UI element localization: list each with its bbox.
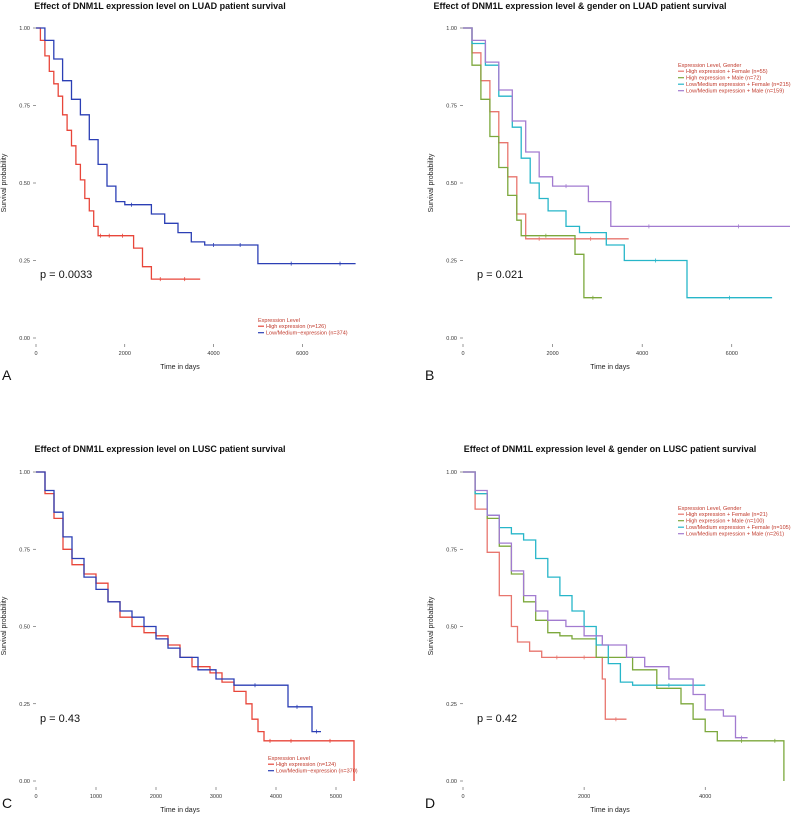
plot-area: 0.00 0.25 0.50 0.75 1.00 0 2000 4000 6000 — [19, 26, 356, 357]
panel-label: C — [2, 795, 12, 811]
y-tick-label: 1.00 — [19, 26, 30, 32]
panel-b: Effect of DNM1L expression level & gende… — [425, 1, 791, 383]
panel-title: Effect of DNM1L expression level on LUAD… — [34, 1, 285, 11]
y-tick-label: 0.50 — [19, 625, 30, 631]
p-value: p = 0.021 — [477, 269, 523, 281]
legend-entry: High expression + Male (n=72) — [686, 76, 761, 82]
y-tick-label: 0.25 — [446, 702, 457, 708]
p-value: p = 0.43 — [40, 713, 80, 725]
panel-d: Effect of DNM1L expression level & gende… — [425, 444, 791, 814]
p-value: p = 0.42 — [477, 713, 517, 725]
p-value: p = 0.0033 — [40, 269, 92, 281]
y-tick-label: 0.25 — [19, 702, 30, 708]
panel-label: D — [425, 795, 435, 811]
legend-entry: Low/Medium−expression (n=370) — [276, 769, 358, 775]
survival-curve — [36, 27, 201, 280]
x-tick-label: 3000 — [210, 794, 222, 800]
panel-title: Effect of DNM1L expression level & gende… — [464, 444, 756, 454]
x-tick-label: 2000 — [150, 794, 162, 800]
y-tick-label: 0.75 — [19, 104, 30, 110]
survival-curve — [463, 27, 773, 299]
y-tick-label: 0.50 — [446, 625, 457, 631]
legend: High expression (n=124)Low/Medium−expres… — [268, 762, 358, 775]
y-tick-label: 0.75 — [446, 104, 457, 110]
y-axis-label: Survival probability — [1, 596, 8, 655]
legend-entry: High expression + Female (n=21) — [686, 512, 768, 518]
x-axis-label: Time in days — [590, 807, 630, 814]
panel-label: A — [2, 367, 12, 383]
y-tick-label: 0.00 — [446, 779, 457, 785]
legend-title: Expression Level — [268, 756, 310, 762]
y-tick-label: 0.75 — [19, 547, 30, 553]
plot-area: 0.00 0.25 0.50 0.75 1.00 0 2000 4000 6000 — [446, 26, 790, 357]
legend: High expression (n=126)Low/Medium−expres… — [258, 324, 348, 337]
x-tick-label: 0 — [34, 351, 37, 357]
legend-entry: Low/Medium expression + Male (n=261) — [686, 532, 784, 538]
plot-area: 0.00 0.25 0.50 0.75 1.00 0 2000 4000 — [446, 470, 785, 800]
x-axis-label: Time in days — [590, 364, 630, 371]
x-tick-label: 2000 — [578, 794, 590, 800]
legend-entry: High expression (n=124) — [276, 762, 336, 768]
panel-title: Effect of DNM1L expression level & gende… — [434, 1, 727, 11]
y-tick-label: 1.00 — [19, 470, 30, 476]
survival-curve — [36, 471, 355, 781]
panel-label: B — [425, 367, 434, 383]
survival-curve — [463, 27, 629, 240]
y-tick-label: 0.50 — [19, 181, 30, 187]
legend: High expression + Female (n=55)High expr… — [678, 69, 791, 95]
survival-curve — [36, 471, 321, 733]
legend-title: Expression Level, Gender — [678, 63, 741, 69]
x-axis-label: Time in days — [160, 807, 200, 814]
survival-curve — [36, 27, 356, 265]
legend-entry: Low/Medium expression + Female (n=105) — [686, 525, 791, 531]
y-axis-label: Survival probability — [428, 153, 435, 212]
y-tick-label: 0.00 — [446, 336, 457, 342]
legend-entry: High expression + Female (n=55) — [686, 69, 768, 75]
y-tick-label: 0.50 — [446, 181, 457, 187]
y-tick-label: 0.00 — [19, 779, 30, 785]
x-tick-label: 4000 — [270, 794, 282, 800]
x-tick-label: 6000 — [296, 351, 308, 357]
legend: High expression + Female (n=21)High expr… — [678, 512, 791, 538]
y-tick-label: 0.00 — [19, 336, 30, 342]
x-tick-label: 1000 — [90, 794, 102, 800]
y-tick-label: 0.25 — [446, 259, 457, 265]
panel-c: Effect of DNM1L expression level on LUSC… — [1, 444, 358, 814]
panel-a: Effect of DNM1L expression level on LUAD… — [1, 1, 356, 383]
x-tick-label: 4000 — [636, 351, 648, 357]
y-tick-label: 0.75 — [446, 547, 457, 553]
survival-curve — [463, 471, 627, 720]
x-axis-label: Time in days — [160, 364, 200, 371]
legend-title: Expression Level — [258, 318, 300, 324]
legend-entry: Low/Medium expression + Male (n=159) — [686, 89, 784, 95]
survival-curve — [463, 27, 602, 299]
y-axis-label: Survival probability — [1, 153, 8, 212]
panel-title: Effect of DNM1L expression level on LUSC… — [35, 444, 286, 454]
x-tick-label: 4000 — [207, 351, 219, 357]
x-tick-label: 2000 — [546, 351, 558, 357]
legend-entry: Low/Medium−expression (n=374) — [266, 331, 348, 337]
legend-entry: Low/Medium expression + Female (n=215) — [686, 82, 791, 88]
y-axis-label: Survival probability — [428, 596, 435, 655]
survival-curve — [463, 471, 748, 739]
x-tick-label: 0 — [461, 351, 464, 357]
x-tick-label: 2000 — [119, 351, 131, 357]
x-tick-label: 5000 — [330, 794, 342, 800]
survival-curve — [463, 27, 790, 228]
x-tick-label: 0 — [34, 794, 37, 800]
y-tick-label: 0.25 — [19, 259, 30, 265]
x-tick-label: 4000 — [699, 794, 711, 800]
legend-entry: High expression + Male (n=100) — [686, 519, 764, 525]
x-tick-label: 6000 — [726, 351, 738, 357]
plot-area: 0.00 0.25 0.50 0.75 1.00 0 1000 2000 3000 4000 500… — [19, 470, 355, 800]
y-tick-label: 1.00 — [446, 470, 457, 476]
y-tick-label: 1.00 — [446, 26, 457, 32]
legend-title: Expression Level, Gender — [678, 506, 741, 512]
legend-entry: High expression (n=126) — [266, 324, 326, 330]
x-tick-label: 0 — [461, 794, 464, 800]
